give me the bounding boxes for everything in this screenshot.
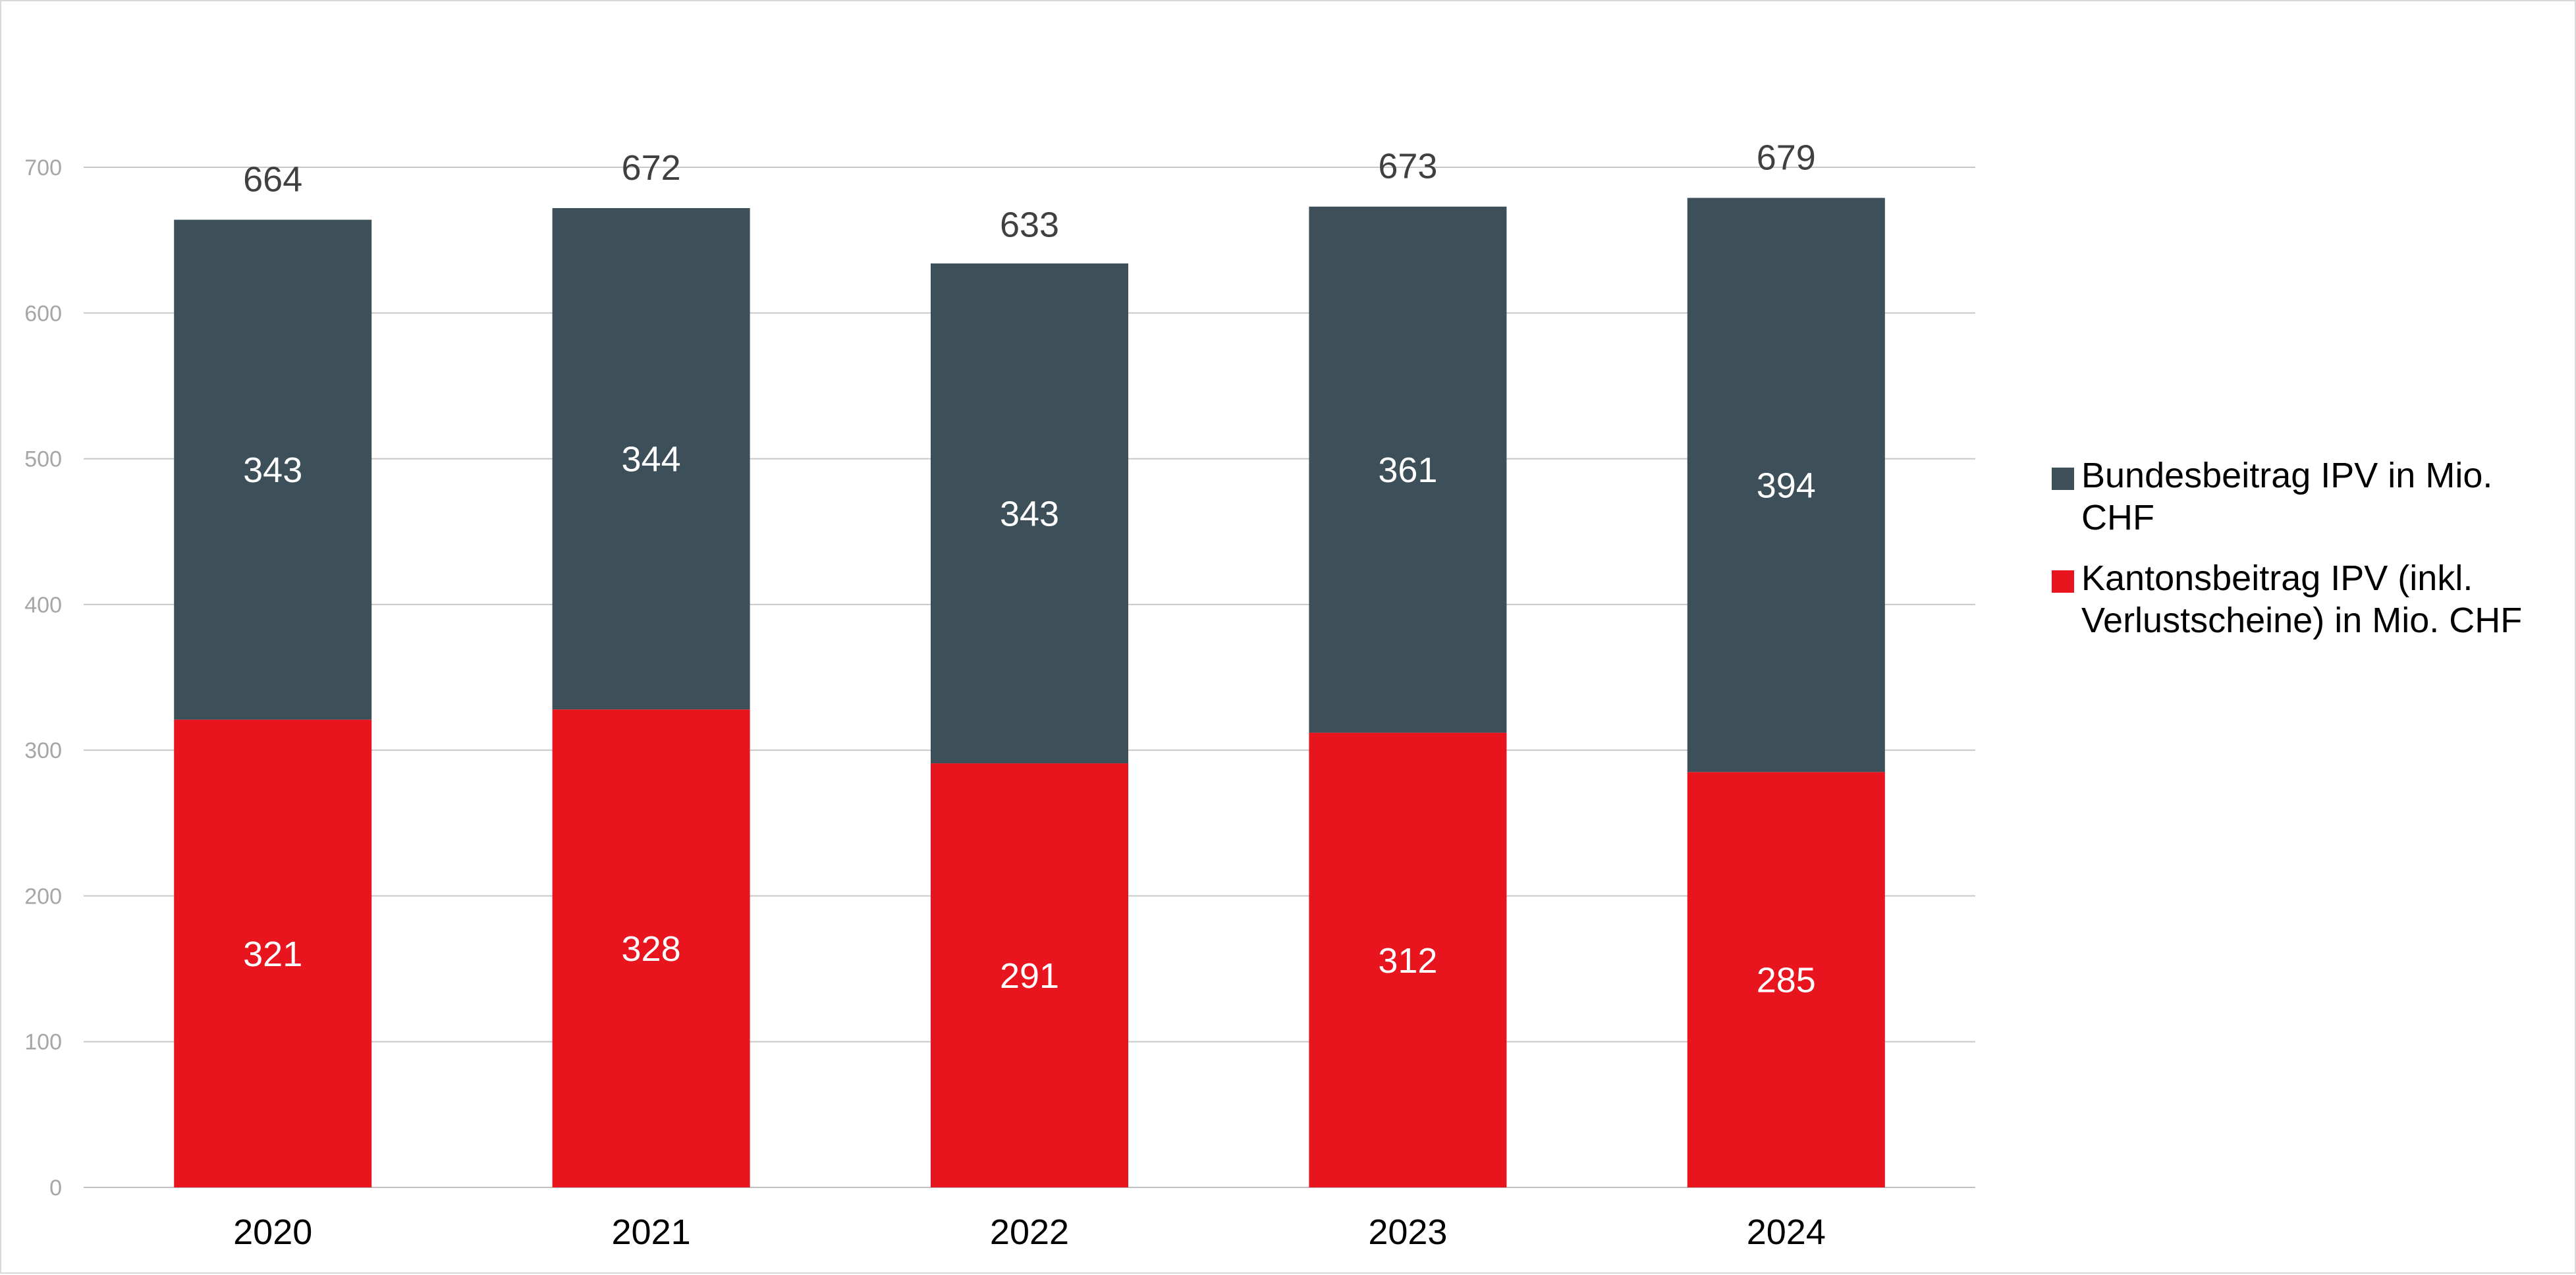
segment-value-label: 291 xyxy=(1000,956,1059,996)
segment-value-label: 285 xyxy=(1757,961,1816,1000)
segment-value-label: 343 xyxy=(1000,495,1059,534)
bars xyxy=(174,198,1885,1187)
segment-value-label: 312 xyxy=(1378,941,1437,981)
total-value-label: 673 xyxy=(1378,147,1437,186)
y-axis-ticks: 0 100 200 300 400 500 600 700 xyxy=(24,155,62,1201)
legend-label-line: CHF xyxy=(2081,498,2154,537)
legend-label-line: Verlustscheine) in Mio. CHF xyxy=(2081,601,2522,640)
segment-value-label: 394 xyxy=(1757,466,1816,505)
bar-segment xyxy=(1309,206,1507,733)
y-tick-label: 100 xyxy=(24,1030,62,1055)
segment-value-label: 328 xyxy=(622,929,681,969)
bar-segment xyxy=(174,719,372,1187)
y-tick-label: 600 xyxy=(24,301,62,326)
x-axis-ticks: 2020 2021 2022 2023 2024 xyxy=(233,1212,1826,1252)
segment-value-label: 343 xyxy=(243,450,302,490)
segment-value-label: 344 xyxy=(622,440,681,479)
total-value-label: 664 xyxy=(243,160,302,200)
bar-segment xyxy=(1687,772,1885,1187)
bar-segment xyxy=(1309,732,1507,1187)
bar-segment xyxy=(1687,198,1885,773)
total-value-label: 679 xyxy=(1757,138,1816,177)
bar-segment xyxy=(552,207,750,710)
x-tick-label: 2021 xyxy=(612,1212,691,1252)
y-tick-label: 300 xyxy=(24,738,62,763)
legend-swatch xyxy=(2052,570,2074,593)
y-tick-label: 700 xyxy=(24,155,62,180)
bar-segment xyxy=(174,219,372,720)
legend-label-line: Kantonsbeitrag IPV (inkl. xyxy=(2081,558,2473,598)
segment-value-label: 321 xyxy=(243,935,302,974)
legend-label: Kantonsbeitrag IPV (inkl. Verlustscheine)… xyxy=(2081,558,2522,640)
data-labels: 321 343 664 328 344 672 291 343 633 312 361 673 285 3… xyxy=(243,138,1816,1000)
y-tick-label: 0 xyxy=(49,1176,62,1201)
bar-segment xyxy=(552,709,750,1187)
x-tick-label: 2020 xyxy=(233,1212,312,1252)
bar-segment xyxy=(931,263,1128,764)
bar-segment xyxy=(931,763,1128,1187)
total-value-label: 633 xyxy=(1000,205,1059,244)
legend-label-line: Bundesbeitrag IPV in Mio. xyxy=(2081,456,2492,495)
x-tick-label: 2022 xyxy=(990,1212,1069,1252)
y-tick-label: 500 xyxy=(24,447,62,472)
y-tick-label: 200 xyxy=(24,884,62,909)
legend-label: Bundesbeitrag IPV in Mio. CHF xyxy=(2081,456,2492,537)
legend-swatch xyxy=(2052,468,2074,490)
total-value-label: 672 xyxy=(622,148,681,188)
x-tick-label: 2024 xyxy=(1747,1212,1826,1252)
y-tick-label: 400 xyxy=(24,593,62,618)
x-tick-label: 2023 xyxy=(1368,1212,1447,1252)
legend: Bundesbeitrag IPV in Mio. CHF Kantonsbeitr… xyxy=(2052,456,2522,640)
segment-value-label: 361 xyxy=(1378,450,1437,490)
